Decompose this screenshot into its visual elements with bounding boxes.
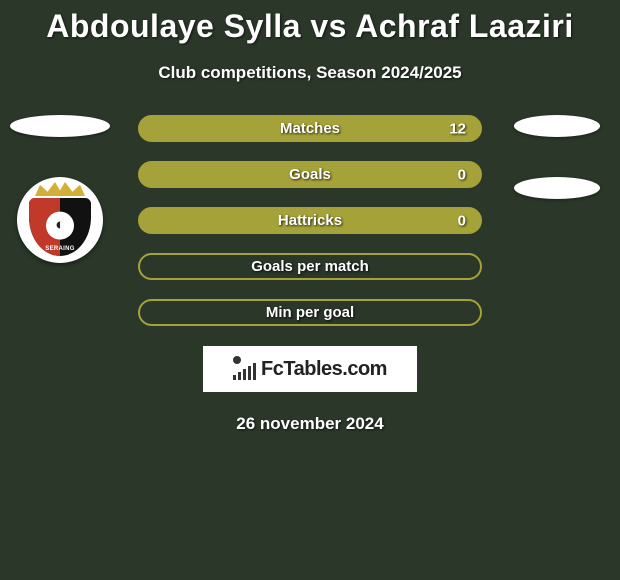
snapshot-date: 26 november 2024 [0,414,620,434]
stat-label: Goals [289,166,331,183]
stat-value: 0 [458,212,466,229]
shield-icon: ◐ SERAING [29,198,91,256]
page-title: Abdoulaye Sylla vs Achraf Laaziri [0,0,620,45]
stat-value: 0 [458,166,466,183]
stat-bar-goals: Goals 0 [138,161,482,188]
club-badge-text: SERAING [45,246,74,252]
stat-label: Hattricks [278,212,342,229]
stat-value: 12 [449,120,466,137]
stats-bars: Matches 12 Goals 0 Hattricks 0 Goals per… [138,115,482,326]
stat-label: Matches [280,120,340,137]
fctables-logo-icon [233,358,259,380]
stat-bar-hattricks: Hattricks 0 [138,207,482,234]
brand-text: FcTables.com [261,358,387,381]
club-badge: ◐ SERAING [17,177,103,263]
brand-box: FcTables.com [203,346,417,392]
stat-label: Goals per match [251,258,369,275]
stat-bar-goals-per-match: Goals per match [138,253,482,280]
player-placeholder-oval [514,115,600,137]
crown-icon [35,182,85,196]
season-subtitle: Club competitions, Season 2024/2025 [0,63,620,83]
player-placeholder-oval [514,177,600,199]
stat-label: Min per goal [266,304,354,321]
right-player-column [514,115,600,199]
left-player-column: ◐ SERAING [10,115,110,263]
stat-bar-min-per-goal: Min per goal [138,299,482,326]
player-placeholder-oval [10,115,110,137]
comparison-content: ◐ SERAING Matches 12 Goals 0 Hattricks 0… [0,115,620,434]
lion-icon: ◐ [46,212,74,240]
stat-bar-matches: Matches 12 [138,115,482,142]
